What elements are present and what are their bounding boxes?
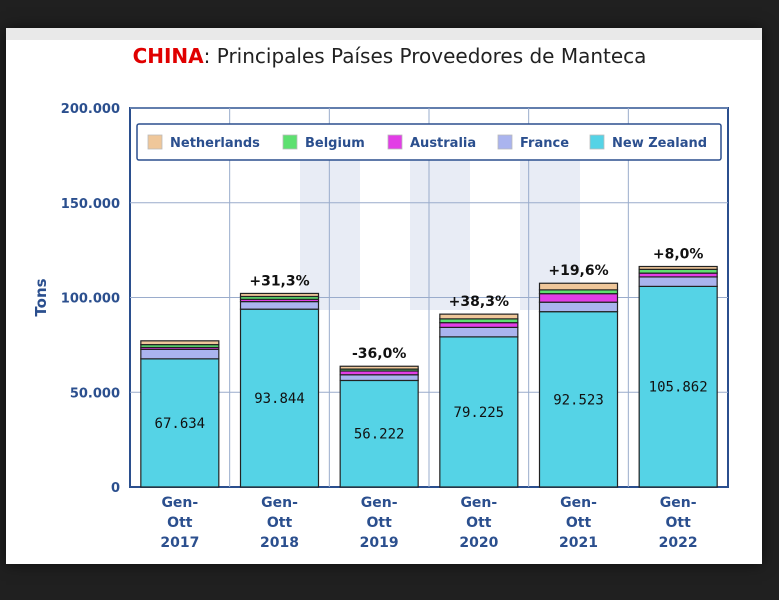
bar-segment-netherlands	[239, 292, 320, 298]
bar-segment-france	[439, 326, 519, 338]
x-tick-label: Gen-	[560, 495, 597, 511]
bar-segment-france	[239, 300, 320, 310]
bar-segment-netherlands	[339, 365, 419, 370]
legend-label: Belgium	[305, 136, 365, 151]
bar-segment-france	[638, 276, 718, 287]
bar-segment-new-zealand	[439, 336, 519, 488]
bar-segment-netherlands	[140, 340, 220, 346]
bar-segment-netherlands	[538, 282, 619, 291]
x-tick-label: Ott	[167, 515, 193, 531]
bar-segment-new-zealand	[140, 358, 220, 488]
change-label: +38,3%	[449, 294, 509, 310]
data-label: 79.225	[454, 405, 505, 421]
legend-swatch	[387, 134, 403, 150]
change-label: +8,0%	[653, 246, 704, 262]
bar-segment-netherlands	[439, 313, 519, 320]
legend-swatch	[147, 134, 163, 150]
bar-segment-france	[538, 301, 619, 313]
x-tick-label: 2020	[459, 535, 498, 551]
x-tick-label: Gen-	[460, 495, 497, 511]
x-tick-label: 2019	[360, 535, 399, 551]
y-tick-label: 50.000	[70, 386, 120, 401]
data-label: 93.844	[254, 391, 305, 407]
x-tick-label: Ott	[566, 515, 592, 531]
change-label: -36,0%	[352, 346, 406, 362]
x-tick-label: Gen-	[261, 495, 298, 511]
bar-segment-australia	[538, 293, 619, 303]
x-tick-label: 2021	[559, 535, 598, 551]
x-tick-label: Gen-	[361, 495, 398, 511]
data-label: 67.634	[155, 416, 206, 432]
legend-label: France	[520, 136, 569, 151]
bar-segment-france	[339, 374, 419, 382]
legend-swatch	[497, 134, 513, 150]
legend-swatch	[282, 134, 298, 150]
data-label: 92.523	[553, 392, 604, 408]
legend-label: Australia	[410, 136, 476, 151]
bar-segment-new-zealand	[239, 308, 320, 488]
legend-swatch	[589, 134, 605, 150]
title-country: CHINA	[132, 44, 204, 68]
change-label: +19,6%	[548, 263, 608, 279]
bar-segment-netherlands	[638, 265, 718, 270]
x-tick-label: 2022	[659, 535, 698, 551]
x-tick-label: Ott	[367, 515, 393, 531]
x-tick-label: Ott	[267, 515, 293, 531]
bar-segment-new-zealand	[339, 379, 419, 488]
x-tick-label: Ott	[466, 515, 492, 531]
watermark-shape	[410, 150, 470, 310]
watermark-shape	[300, 150, 360, 310]
data-label: 105.862	[649, 380, 708, 396]
legend-label: New Zealand	[612, 136, 707, 151]
title-text: : Principales Países Proveedores de Mant…	[203, 44, 647, 68]
x-tick-label: Ott	[666, 515, 692, 531]
legend-label: Netherlands	[170, 136, 260, 151]
change-label: +31,3%	[249, 273, 309, 289]
y-tick-label: 0	[111, 481, 120, 496]
y-tick-label: 150.000	[61, 197, 120, 212]
chart-title: CHINA: Principales Países Proveedores de…	[0, 44, 779, 68]
y-tick-label: 100.000	[61, 292, 120, 307]
y-axis-label: Tons	[32, 278, 50, 316]
slide-top-strip	[6, 28, 762, 40]
x-tick-label: Gen-	[660, 495, 697, 511]
data-label: 56.222	[354, 427, 405, 443]
x-tick-label: 2017	[160, 535, 199, 551]
bar-segment-australia	[439, 322, 519, 328]
x-tick-label: Gen-	[161, 495, 198, 511]
bar-segment-new-zealand	[538, 311, 619, 488]
bar-segment-new-zealand	[638, 285, 718, 488]
y-tick-label: 200.000	[61, 102, 120, 117]
x-tick-label: 2018	[260, 535, 299, 551]
legend-box	[136, 123, 722, 161]
bar-segment-france	[140, 348, 220, 360]
